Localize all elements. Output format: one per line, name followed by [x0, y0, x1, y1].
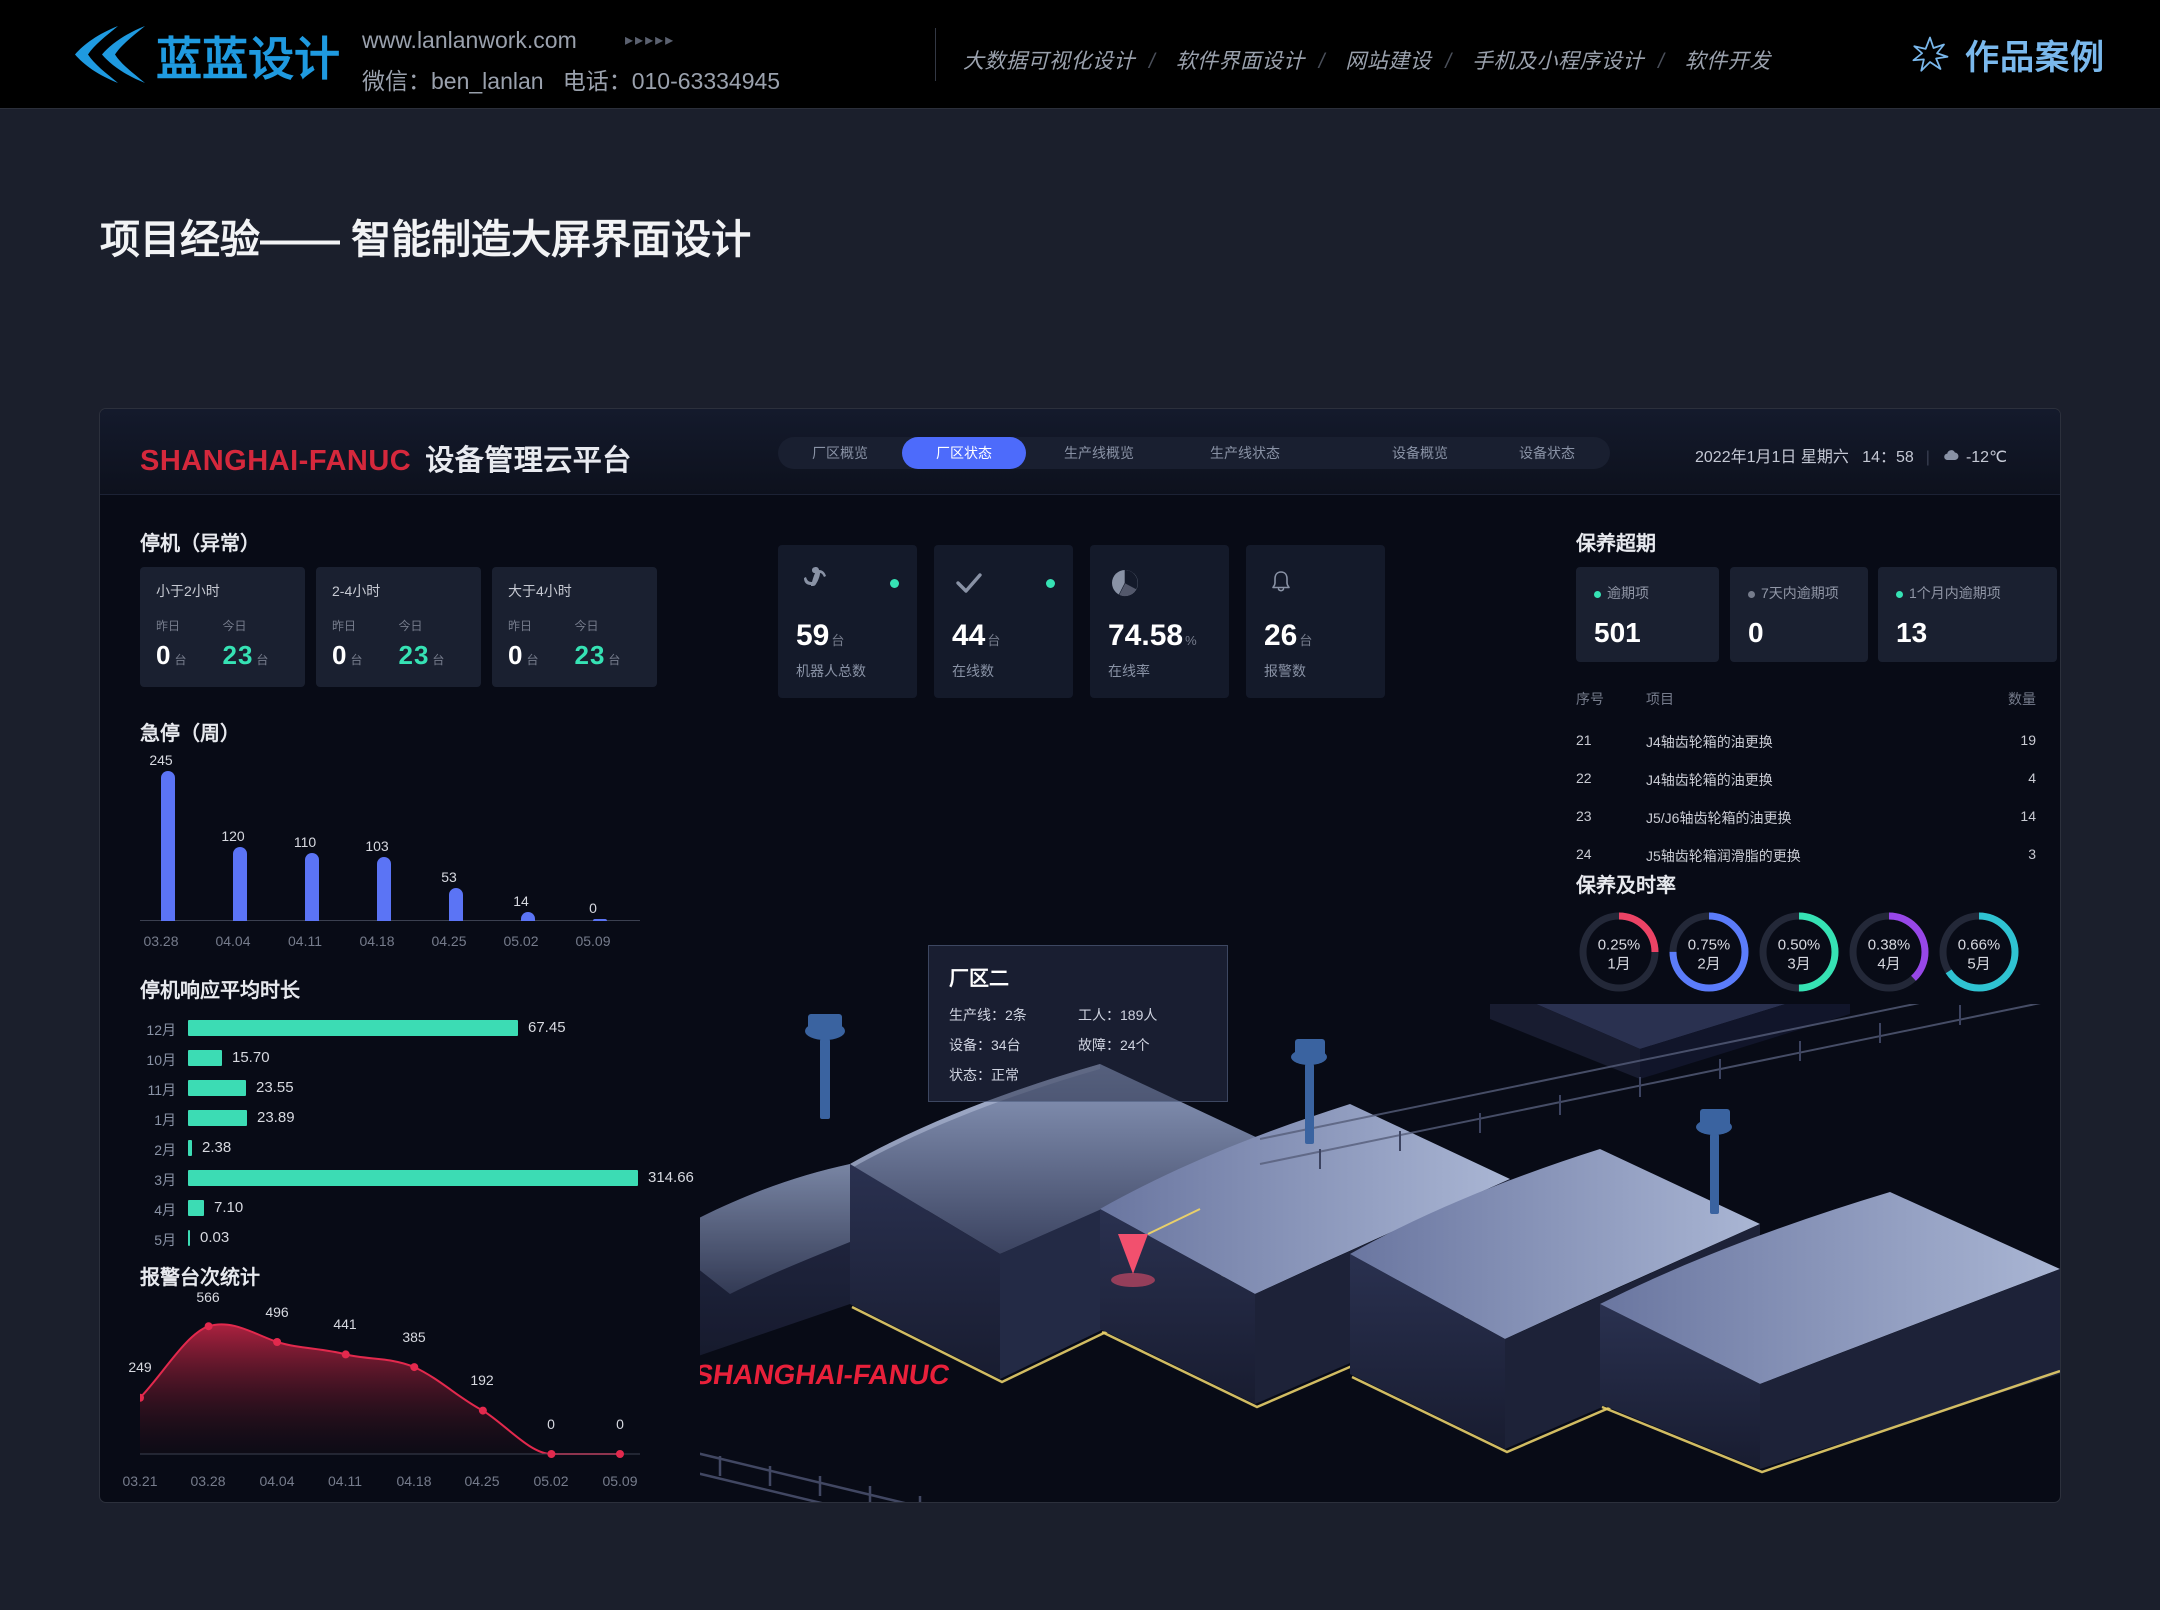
svg-text:SHANGHAI-FANUC: SHANGHAI-FANUC: [700, 1359, 952, 1390]
svg-text:蓝蓝设计: 蓝蓝设计: [156, 33, 340, 85]
